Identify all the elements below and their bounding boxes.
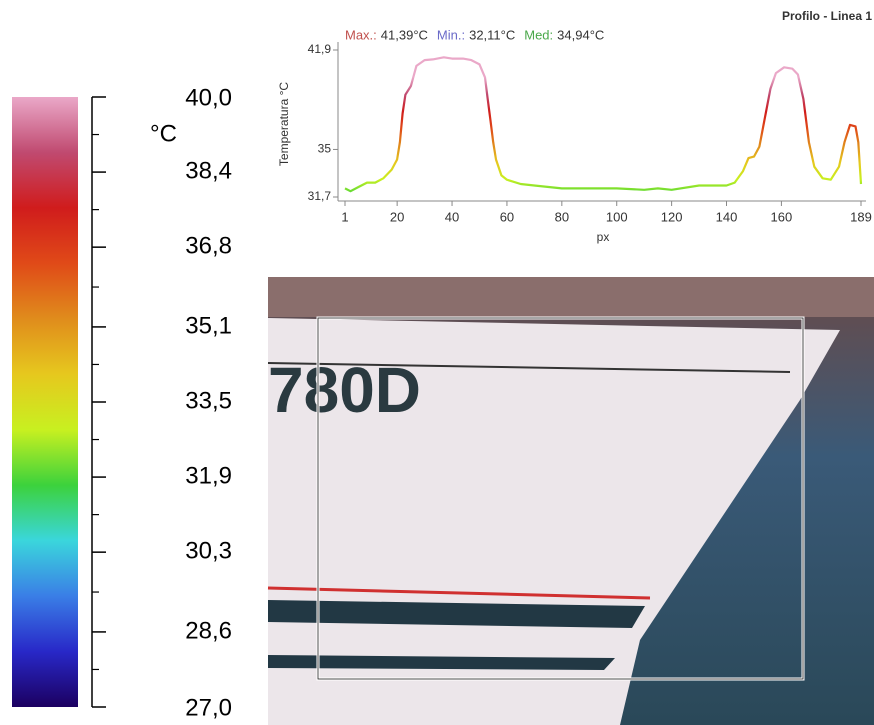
y-tick-label: 31,7 — [308, 189, 332, 203]
scale-tick-label: 40,0 — [185, 84, 232, 111]
x-tick-label: 1 — [341, 209, 348, 224]
scale-tick-label: 36,8 — [185, 232, 232, 259]
photo-deck — [268, 277, 874, 317]
x-tick-label: 40 — [445, 209, 459, 224]
scale-tick-label: 35,1 — [185, 312, 232, 339]
x-tick-label: 20 — [390, 209, 404, 224]
stat-name: Max.: — [345, 27, 377, 42]
photo-red-stripe — [267, 586, 651, 600]
y-tick-label: 41,9 — [308, 42, 332, 56]
x-axis-label: px — [597, 230, 610, 244]
y-tick-label: 35 — [318, 142, 332, 156]
scale-tick-label: 30,3 — [185, 537, 232, 564]
x-tick-label: 160 — [771, 209, 793, 224]
x-tick-label: 60 — [500, 209, 514, 224]
scale-tick-label: 28,6 — [185, 617, 232, 644]
scale-tick-label: 31,9 — [185, 462, 232, 489]
scale-tick-label: 27,0 — [185, 694, 232, 721]
scale-unit: °C — [150, 120, 177, 147]
profile-line — [344, 56, 863, 193]
roi-box-outline — [317, 317, 804, 680]
stat-value: 41,39°C — [381, 27, 428, 42]
photo: 780D — [267, 277, 874, 725]
photo-hull-line — [267, 362, 791, 373]
stat-name: Med: — [524, 27, 553, 42]
photo-hull-text: 780D — [268, 354, 421, 426]
x-tick-label: 120 — [661, 209, 683, 224]
x-tick-label: 100 — [606, 209, 628, 224]
photo-stripe — [268, 600, 645, 628]
photo-stripe — [268, 655, 615, 670]
scale-tick-label: 38,4 — [185, 157, 232, 184]
x-tick-label: 189 — [850, 209, 872, 224]
chart-title: Profilo - Linea 1 — [782, 9, 872, 23]
x-tick-label: 80 — [555, 209, 569, 224]
stat-value: 32,11°C — [469, 27, 515, 42]
scale-tick-label: 33,5 — [185, 387, 232, 414]
x-tick-label: 140 — [716, 209, 738, 224]
stat-name: Min.: — [437, 27, 465, 42]
stat-value: 34,94°C — [557, 27, 604, 42]
y-axis-label: Temperatura °C — [277, 82, 291, 166]
color-scale — [12, 97, 78, 707]
